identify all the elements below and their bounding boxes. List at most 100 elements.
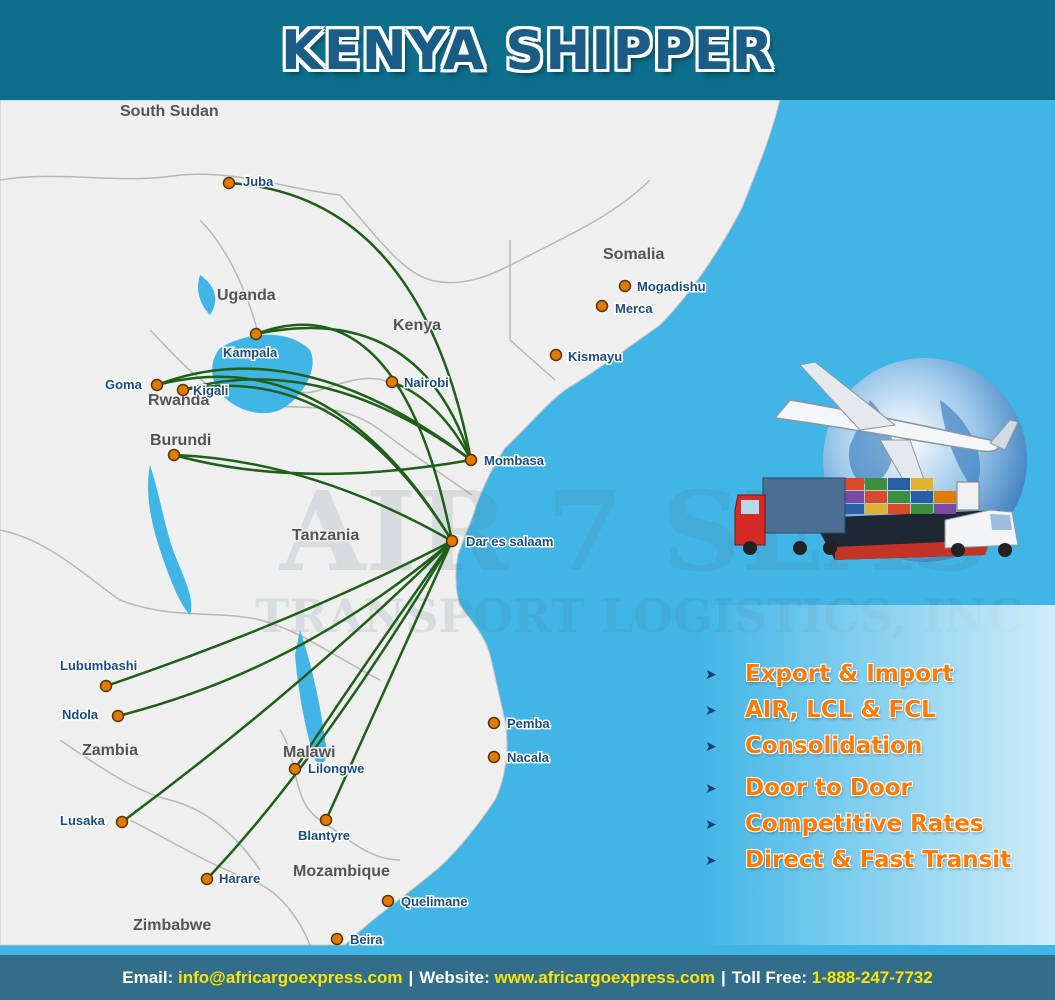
footer-separator: | [720, 967, 726, 987]
service-label: Door to Door [745, 775, 912, 801]
city-label-nacala: Nacala [507, 750, 550, 765]
city-label-merca: Merca [615, 301, 653, 316]
arrow-icon: ➤ [705, 779, 717, 796]
city-label-ndola: Ndola [62, 707, 99, 722]
city-label-kismayu: Kismayu [568, 349, 622, 364]
truck-icon [734, 477, 846, 555]
country-labels: South Sudan Uganda Kenya Somalia Rwanda … [81, 102, 666, 936]
arrow-icon: ➤ [705, 851, 717, 868]
city-dot-beira [330, 932, 344, 946]
route-dar-ndola [117, 540, 453, 718]
city-dot-kampala [249, 327, 263, 341]
city-dot-nairobi [385, 375, 399, 389]
city-dot-goma [150, 378, 164, 392]
city-dot-juba [222, 176, 236, 190]
city-dot-kismayu [549, 348, 563, 362]
route-dar-lubumbashi [105, 539, 453, 688]
service-label: AIR, LCL & FCL [745, 697, 936, 723]
route-dar-kigali [182, 384, 454, 542]
route-mombasa-juba [228, 181, 473, 461]
city-label-juba: Juba [243, 174, 274, 189]
arrow-icon: ➤ [705, 701, 717, 718]
tollfree-label: Toll Free: [731, 967, 807, 987]
city-dot-burundi [167, 448, 181, 462]
city-dot-mogadishu [618, 279, 632, 293]
title-banner: KENYA SHIPPER [0, 0, 1055, 100]
page-title: KENYA SHIPPER [280, 18, 775, 82]
city-label-mombasa: Mombasa [484, 453, 545, 468]
city-labels: Juba Mogadishu Merca Kampala Nairobi Kis… [59, 173, 708, 949]
city-dot-lusaka [115, 815, 129, 829]
land-mass [0, 100, 781, 946]
arrow-icon: ➤ [705, 815, 717, 832]
city-dot-lubumbashi [99, 679, 113, 693]
service-item: ➤ Consolidation [705, 728, 1011, 764]
city-dot-lilongwe [288, 762, 302, 776]
service-label: Competitive Rates [745, 811, 984, 837]
service-label: Consolidation [745, 733, 923, 759]
city-label-beira: Beira [350, 932, 383, 947]
city-label-kampala: Kampala [223, 345, 278, 360]
van-icon [944, 509, 1019, 557]
email-link[interactable]: info@africargoexpress.com [178, 967, 403, 987]
service-label: Export & Import [745, 661, 954, 687]
service-item: ➤ Export & Import [705, 656, 1011, 692]
service-item: ➤ Direct & Fast Transit [705, 842, 1011, 878]
country-label-somalia: Somalia [603, 246, 664, 263]
route-dar-lusaka [121, 540, 453, 824]
country-label-burundi: Burundi [150, 432, 211, 449]
city-label-mogadishu: Mogadishu [637, 279, 706, 294]
services-list: ➤ Export & Import ➤ AIR, LCL & FCL ➤ Con… [705, 656, 1011, 878]
route-mombasa-nairobi [391, 380, 473, 461]
arrow-icon: ➤ [705, 665, 717, 682]
lakes [148, 275, 327, 764]
route-mombasa-goma [156, 367, 472, 461]
country-label-uganda: Uganda [217, 287, 276, 304]
route-dar-lilongwe [293, 540, 454, 770]
tollfree-number[interactable]: 1-888-247-7732 [811, 967, 933, 987]
country-label-rwanda: Rwanda [148, 392, 209, 409]
city-label-lusaka: Lusaka [60, 813, 106, 828]
country-label-zambia: Zambia [82, 742, 138, 759]
city-dot-kigali [176, 383, 190, 397]
city-label-pemba: Pemba [507, 716, 550, 731]
city-dot-harare [200, 872, 214, 886]
contact-footer: Email: info@africargoexpress.com | Websi… [0, 955, 1055, 1000]
city-dot-mombasa [464, 453, 478, 467]
route-map: AIR 7 SEAS TRANSPORT LOGISTICS, INC Sout… [0, 100, 1055, 955]
city-label-lilongwe: Lilongwe [308, 761, 364, 776]
service-label: Direct & Fast Transit [745, 847, 1012, 873]
route-dar-burundi [173, 453, 453, 543]
country-label-south-sudan: South Sudan [120, 103, 219, 120]
country-label-mozambique: Mozambique [293, 863, 390, 880]
service-item: ➤ AIR, LCL & FCL [705, 692, 1011, 728]
website-label: Website: [419, 967, 490, 987]
city-markers [99, 176, 632, 946]
route-lines [105, 181, 473, 880]
email-label: Email: [122, 967, 174, 987]
city-dot-ndola [111, 709, 125, 723]
route-mombasa-kigali [182, 378, 472, 462]
route-mombasa-burundi [173, 453, 472, 476]
website-link[interactable]: www.africargoexpress.com [494, 967, 715, 987]
country-label-malawi: Malawi [283, 744, 335, 761]
route-mombasa-kampala [255, 326, 473, 461]
city-dot-merca [595, 299, 609, 313]
city-label-harare: Harare [219, 871, 260, 886]
city-dot-dar-es-salaam [445, 534, 459, 548]
service-item: ➤ Door to Door [705, 770, 1011, 806]
services-panel-bg [700, 605, 1055, 945]
route-dar-kampala [255, 323, 454, 542]
country-label-kenya: Kenya [393, 317, 441, 334]
footer-separator: | [408, 967, 414, 987]
city-label-quelimane: Quelimane [401, 894, 467, 909]
city-label-lubumbashi: Lubumbashi [60, 658, 137, 673]
city-dot-pemba [487, 716, 501, 730]
city-label-kigali: Kigali [193, 383, 228, 398]
city-label-dar-es-salaam: Dar es salaam [466, 534, 553, 549]
transport-illustration [734, 358, 1027, 562]
city-label-nairobi: Nairobi [404, 375, 449, 390]
country-label-zimbabwe: Zimbabwe [133, 917, 211, 934]
city-dot-blantyre [319, 813, 333, 827]
city-label-goma: Goma [105, 377, 143, 392]
